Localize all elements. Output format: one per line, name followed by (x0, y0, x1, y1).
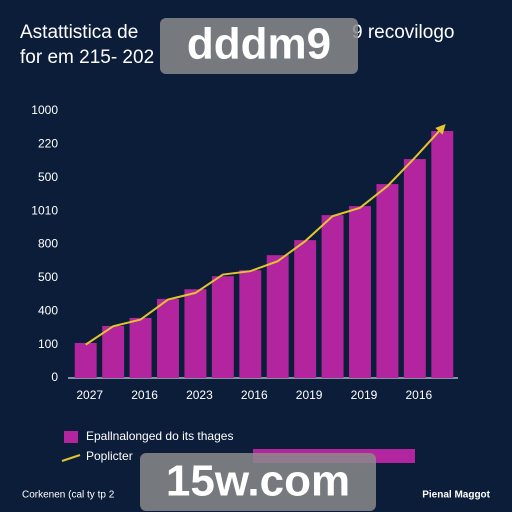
watermark-box (140, 453, 376, 511)
chart-title: Astattistica de (20, 22, 138, 43)
y-tick-label: 400 (38, 303, 58, 317)
bar (431, 131, 454, 378)
y-tick-label: 1010 (31, 203, 58, 217)
y-tick-label: 100 (38, 337, 58, 351)
x-tick-label: 2027 (76, 388, 103, 402)
line (85, 123, 446, 346)
watermark: 15w.com (166, 457, 350, 506)
bar (403, 159, 426, 378)
x-tick-label: 2019 (351, 388, 378, 402)
legend-label: Poplicter (86, 449, 133, 463)
bar (266, 255, 289, 378)
x-tick-label: 2023 (186, 388, 213, 402)
bar (239, 270, 262, 378)
bar (102, 325, 125, 378)
legend-swatch (64, 431, 78, 443)
bar (294, 240, 317, 378)
footer-left: Corkenen (cal ty tp 2 (22, 490, 115, 501)
y-tick-label: 220 (38, 137, 58, 151)
chart-title-right: 9 recovilogo (352, 22, 454, 43)
chart-subtitle: for em 215- 202 (20, 47, 154, 68)
x-tick-label: 2016 (406, 388, 433, 402)
legend-label: Epallnalonged do its thages (86, 429, 233, 443)
bar (157, 298, 179, 378)
bar (74, 342, 97, 378)
watermark-box (160, 18, 358, 74)
x-tick-label: 2016 (241, 388, 268, 402)
legend-swatch (61, 454, 81, 462)
bar (321, 215, 344, 378)
x-tick-label: 2019 (296, 388, 323, 402)
y-tick-label: 0 (51, 370, 58, 384)
bar (129, 317, 152, 378)
footer-right: Pienal Maggot (422, 490, 490, 501)
bar (184, 289, 207, 378)
bar (349, 206, 371, 378)
y-tick-label: 1000 (31, 103, 58, 117)
bar (211, 276, 234, 378)
watermark: dddm9 (187, 20, 331, 69)
x-tick-label: 2016 (131, 388, 158, 402)
y-tick-label: 500 (38, 270, 58, 284)
watermark-layer: dddm9 15w.com (140, 18, 376, 511)
y-tick-label: 500 (38, 170, 58, 184)
y-tick-label: 800 (38, 237, 58, 251)
bar (376, 184, 399, 378)
